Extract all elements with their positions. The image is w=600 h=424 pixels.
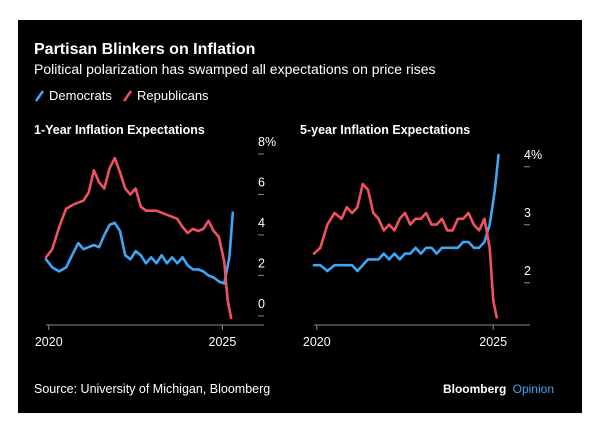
x-tick-label-2020: 2020	[303, 335, 331, 349]
brand-name: Bloomberg	[443, 382, 506, 396]
x-tick-label-2025: 2025	[479, 335, 507, 349]
chart-title: Partisan Blinkers on Inflation	[34, 41, 255, 58]
legend-label-democrats: Democrats	[49, 88, 112, 103]
legend: Democrats Republicans	[34, 88, 209, 103]
series-line-republicans	[44, 156, 233, 320]
legend-swatch-republicans	[122, 90, 133, 102]
legend-label-republicans: Republicans	[137, 88, 209, 103]
chart-card: Partisan Blinkers on Inflation Political…	[18, 20, 582, 413]
y-tick-label-6: 6	[258, 175, 265, 189]
source-note: Source: University of Michigan, Bloomber…	[34, 382, 270, 396]
x-tick-label-2020: 2020	[35, 335, 63, 349]
panel-title-5-year: 5-year Inflation Expectations	[300, 123, 470, 137]
panel-1-year: 1-Year Inflation Expectations 2020 2025 8%…	[34, 123, 276, 349]
panel-title-1-year: 1-Year Inflation Expectations	[34, 123, 205, 137]
legend-swatch-democrats	[34, 90, 45, 102]
y-tick-label-3: 3	[524, 206, 531, 220]
chart-subtitle: Political polarization has swamped all e…	[34, 61, 436, 77]
panel-5-year: 5-year Inflation Expectations 2020 2025 4%…	[300, 123, 542, 349]
y-tick-label-4: 4	[258, 216, 265, 230]
y-tick-label-8: 8%	[258, 135, 276, 149]
brand-suffix: Opinion	[513, 382, 554, 396]
series-line-democrats	[44, 211, 235, 285]
series-line-democrats	[312, 153, 500, 273]
y-tick-label-2: 2	[258, 256, 265, 270]
series-line-republicans	[312, 182, 499, 319]
y-tick-label-0: 0	[258, 297, 265, 311]
y-tick-label-4: 4%	[524, 148, 542, 162]
chart-canvas: Partisan Blinkers on Inflation Political…	[34, 41, 554, 396]
x-tick-label-2025: 2025	[209, 335, 237, 349]
brand-logo: Bloomberg Opinion	[443, 382, 554, 396]
y-tick-label-2: 2	[524, 264, 531, 278]
